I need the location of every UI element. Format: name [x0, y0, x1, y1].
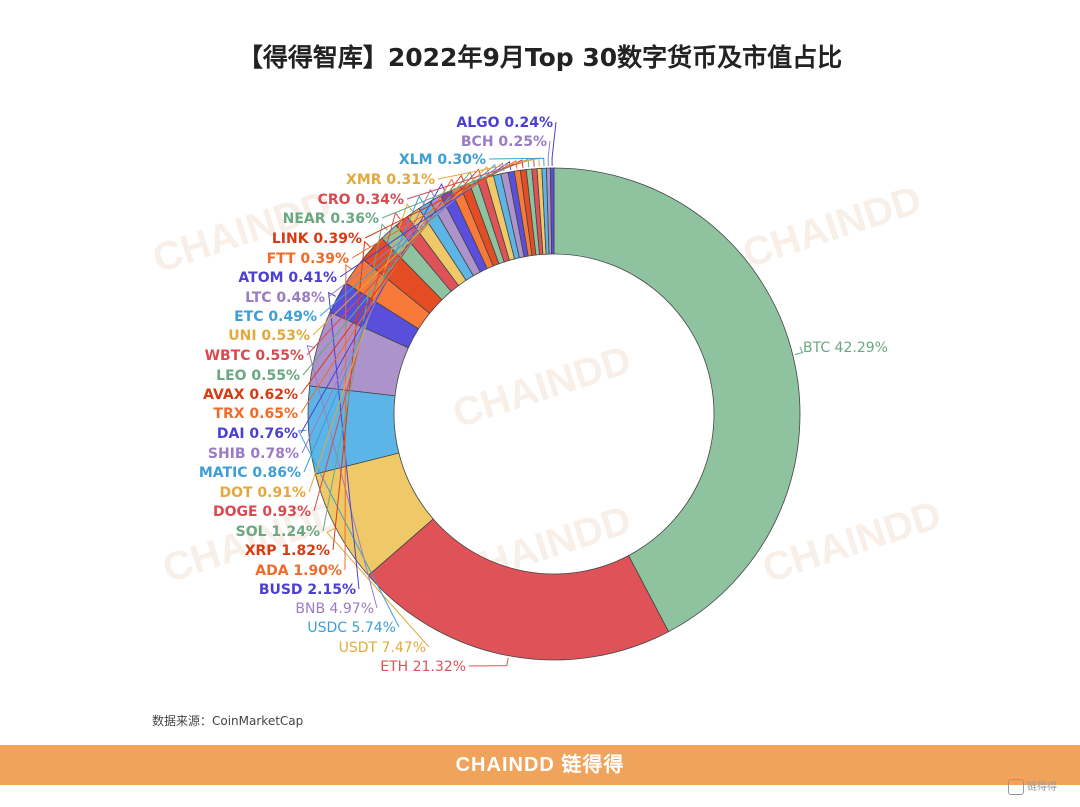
slice-label-avax: AVAX 0.62% — [203, 387, 298, 403]
slice-label-ltc: LTC 0.48% — [245, 290, 325, 306]
bottom-logo: 链得得 — [1008, 778, 1057, 795]
leader-line — [301, 188, 435, 454]
chart-title: 【得得智库】2022年9月Top 30数字货币及市值占比 — [237, 43, 843, 72]
leader-line — [381, 158, 530, 219]
slice-label-xmr: XMR 0.31% — [346, 172, 435, 188]
slice-label-etc: ETC 0.49% — [234, 309, 317, 325]
slice-label-shib: SHIB 0.78% — [208, 446, 299, 462]
slice-label-near: NEAR 0.36% — [283, 211, 379, 227]
slice-label-uni: UNI 0.53% — [228, 328, 310, 344]
footer-brand: CHAINDD 链得得 — [455, 754, 625, 776]
slice-label-trx: TRX 0.65% — [213, 406, 298, 422]
leader-line — [319, 164, 498, 317]
leader-line — [551, 121, 557, 167]
slice-label-eth: ETH 21.32% — [380, 659, 466, 675]
slice-label-usdt: USDT 7.47% — [339, 640, 426, 656]
leader-line — [300, 182, 446, 434]
slice-label-usdc: USDC 5.74% — [307, 620, 396, 636]
slice-label-link: LINK 0.39% — [272, 231, 362, 247]
slice-label-wbtc: WBTC 0.55% — [205, 348, 304, 364]
donut-chart: BTC 42.29% ETH 21.32% USDT 7.47% USDC 5.74%… — [199, 115, 888, 675]
data-source: 数据来源：CoinMarketCap — [152, 714, 304, 728]
leader-line — [547, 140, 551, 167]
logo-icon — [1008, 779, 1024, 795]
slice-label-ada: ADA 1.90% — [255, 563, 342, 579]
slice-label-btc: BTC 42.29% — [803, 340, 888, 356]
leader-line — [308, 203, 413, 493]
slice-label-dai: DAI 0.76% — [217, 426, 298, 442]
slice-label-leo: LEO 0.55% — [216, 368, 300, 384]
slice-label-xrp: XRP 1.82% — [245, 543, 330, 559]
leader-line — [339, 161, 512, 278]
leader-line — [303, 195, 424, 473]
slice-algo — [549, 167, 555, 255]
slice-label-busd: BUSD 2.15% — [259, 582, 356, 598]
slice-label-ftt: FTT 0.39% — [267, 251, 349, 267]
leader-line — [344, 263, 353, 571]
slice-btc — [553, 167, 801, 633]
slice-label-sol: SOL 1.24% — [236, 524, 320, 540]
leader-line — [468, 657, 509, 667]
leader-line — [306, 344, 378, 609]
leader-line — [332, 240, 371, 551]
footer-bar: CHAINDD 链得得 — [0, 745, 1080, 785]
leader-line — [488, 157, 545, 167]
leader-line — [794, 346, 804, 356]
leader-line — [326, 528, 430, 648]
slice-eth — [367, 518, 670, 661]
leader-line — [351, 160, 518, 259]
slice-label-bch: BCH 0.25% — [461, 134, 547, 150]
slice-label-atom: ATOM 0.41% — [238, 270, 337, 286]
leader-line — [306, 168, 482, 356]
bottom-logo-text: 链得得 — [1027, 782, 1057, 793]
slice-label-matic: MATIC 0.86% — [199, 465, 301, 481]
slice-label-doge: DOGE 0.93% — [213, 504, 311, 520]
slice-label-cro: CRO 0.34% — [318, 192, 404, 208]
leader-line — [312, 166, 490, 336]
leader-line — [297, 429, 400, 628]
slice-label-xlm: XLM 0.30% — [399, 152, 486, 168]
leader-line — [328, 291, 360, 590]
slice-label-algo: ALGO 0.24% — [456, 115, 553, 131]
slice-label-dot: DOT 0.91% — [219, 485, 306, 501]
slice-label-bnb: BNB 4.97% — [295, 601, 374, 617]
leader-line — [364, 159, 524, 239]
